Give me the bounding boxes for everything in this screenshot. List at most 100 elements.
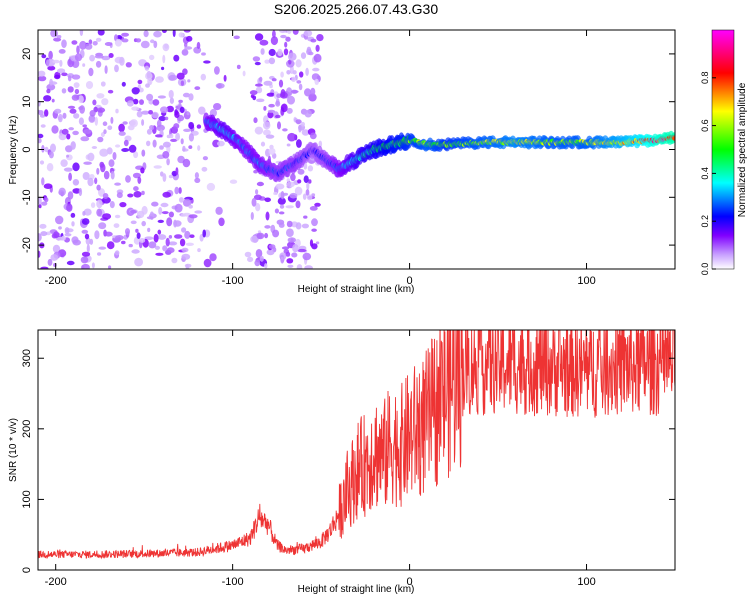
noise-blob	[223, 74, 227, 82]
noise-blob	[96, 167, 100, 175]
noise-blob	[129, 119, 138, 128]
noise-blob	[39, 223, 47, 229]
noise-blob	[41, 54, 47, 59]
y-tick-label: 300	[21, 349, 33, 367]
noise-blob	[55, 215, 64, 225]
noise-blob	[263, 129, 271, 136]
noise-blob	[286, 143, 291, 147]
noise-blob	[264, 232, 269, 239]
noise-blob	[134, 257, 144, 267]
noise-blob	[79, 40, 87, 50]
colorbar-gradient	[711, 29, 735, 270]
noise-blob	[88, 39, 93, 45]
noise-blob	[206, 182, 216, 191]
noise-blob	[197, 248, 201, 253]
noise-blob	[304, 265, 313, 269]
noise-blob	[311, 243, 318, 250]
noise-blob	[264, 197, 272, 203]
noise-blob	[148, 110, 154, 115]
noise-blob	[115, 108, 119, 114]
noise-blob	[161, 211, 169, 215]
noise-blob	[186, 112, 190, 116]
x-tick-label: -100	[222, 576, 244, 588]
noise-blob	[110, 116, 114, 124]
x-tick-label: 100	[577, 275, 595, 287]
noise-blob	[50, 254, 59, 261]
noise-blob	[94, 54, 104, 59]
noise-blob	[83, 208, 92, 216]
noise-blob	[131, 249, 140, 254]
noise-blob	[279, 30, 287, 34]
noise-blob	[254, 61, 261, 66]
noise-blob	[74, 53, 83, 62]
noise-blob	[133, 98, 139, 105]
noise-blob	[153, 233, 159, 243]
noise-blob	[229, 179, 238, 184]
noise-blob	[306, 194, 313, 201]
noise-blob	[302, 193, 307, 200]
noise-blob	[58, 113, 63, 123]
noise-blob	[96, 184, 101, 191]
x-tick-label: -100	[222, 275, 244, 287]
noise-blob	[196, 41, 201, 50]
noise-blob	[84, 43, 93, 50]
noise-blob	[38, 133, 44, 139]
noise-blob	[156, 119, 162, 128]
noise-blob	[162, 173, 167, 182]
noise-blob	[166, 217, 173, 227]
noise-blob	[311, 228, 317, 232]
noise-blob	[247, 256, 254, 263]
noise-blob	[236, 64, 241, 70]
noise-blob	[315, 241, 320, 245]
noise-blob	[72, 162, 80, 172]
noise-blob	[265, 211, 270, 221]
noise-blob	[194, 86, 201, 90]
noise-blob	[254, 33, 264, 41]
snr-series-line	[38, 330, 675, 560]
noise-blob	[96, 93, 105, 99]
noise-blob	[97, 136, 104, 143]
spectrogram-x-label: Height of straight line (km)	[298, 284, 415, 295]
noise-blob	[256, 98, 265, 103]
noise-blob	[260, 48, 265, 55]
noise-blob	[40, 231, 48, 237]
noise-blob	[301, 223, 309, 229]
noise-blob	[135, 228, 139, 233]
noise-blob	[288, 52, 297, 61]
noise-blob	[280, 34, 287, 39]
noise-blob	[115, 235, 124, 241]
noise-blob	[157, 234, 167, 240]
noise-blob	[86, 244, 90, 253]
noise-blob	[78, 117, 84, 125]
noise-blob	[61, 88, 67, 94]
y-tick-label: 10	[21, 96, 33, 108]
noise-blob	[97, 30, 105, 36]
noise-blob	[87, 152, 95, 162]
noise-blob	[266, 249, 275, 256]
noise-blob	[201, 166, 208, 172]
noise-blob	[199, 234, 204, 242]
noise-blob	[89, 110, 96, 117]
noise-blob	[38, 70, 46, 77]
noise-blob	[279, 252, 287, 260]
noise-blob	[184, 46, 193, 50]
noise-blob	[308, 93, 317, 102]
noise-blob	[154, 245, 160, 250]
noise-blob	[141, 149, 146, 157]
noise-blob	[291, 90, 299, 94]
noise-blob	[287, 264, 294, 268]
noise-blob	[67, 191, 74, 200]
noise-blob	[60, 159, 68, 168]
noise-blob	[169, 133, 174, 139]
noise-blob	[141, 190, 145, 196]
y-tick-label: 200	[21, 420, 33, 438]
noise-blob	[155, 252, 164, 256]
noise-blob	[101, 98, 109, 106]
noise-blob	[263, 121, 271, 130]
noise-blob	[292, 244, 299, 253]
noise-blob	[127, 193, 134, 198]
noise-blob	[73, 113, 80, 119]
noise-blob	[89, 238, 94, 245]
noise-blob	[268, 244, 276, 250]
noise-blob	[63, 167, 73, 172]
